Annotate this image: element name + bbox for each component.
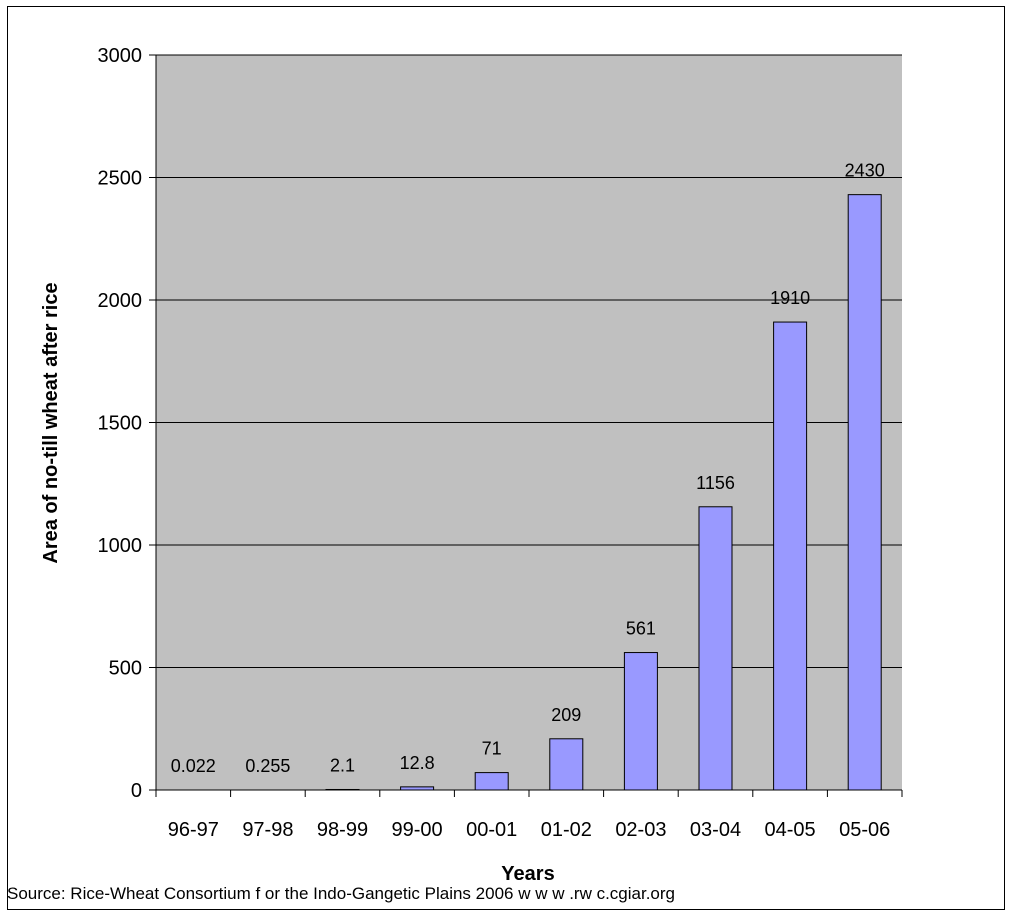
y-tick-label: 0 [131,780,142,802]
bar [847,194,882,791]
data-label: 0.022 [171,756,216,776]
x-tick-label: 03-04 [690,819,741,841]
y-tick-label: 1000 [98,535,143,557]
source-note: Source: Rice-Wheat Consortium f or the I… [7,884,676,903]
bars [325,194,882,791]
data-labels: 0.022 0.255 2.1 12.8 71 209 561 1156 1910 2430 [171,161,885,776]
x-tick-label: 98-99 [317,819,368,841]
bar [474,772,509,791]
data-label: 1910 [770,288,810,308]
data-label: 0.255 [245,756,290,776]
x-tick-label: 99-00 [392,819,443,841]
data-label: 561 [626,619,656,639]
y-axis-title: Area of no-till wheat after rice [40,282,62,563]
bar [623,652,658,791]
data-label: 209 [551,705,581,725]
y-tick-label: 1500 [98,413,143,435]
axes: 0 500 1000 1500 2000 2500 3000 96-97 97-98 98-99 9… [98,45,903,841]
bar [773,321,808,791]
y-tick-label: 3000 [98,45,143,67]
data-label: 1156 [696,473,735,493]
x-tick-label: 05-06 [839,819,890,841]
x-tick-label: 02-03 [615,819,666,841]
x-tick-label: 01-02 [541,819,592,841]
y-tick-label: 500 [109,658,142,680]
x-tick-label: 97-98 [242,819,293,841]
x-axis-title: Years [501,863,554,885]
data-label: 2.1 [330,755,355,775]
bar [698,506,733,791]
data-label: 2430 [845,161,885,181]
x-tick-label: 00-01 [466,819,517,841]
data-label: 71 [482,739,502,759]
x-tick-label: 96-97 [168,819,219,841]
bar [549,738,584,791]
x-tick-label: 04-05 [765,819,816,841]
y-tick-label: 2500 [98,168,143,190]
data-label: 12.8 [400,753,435,773]
y-tick-label: 2000 [98,290,143,312]
